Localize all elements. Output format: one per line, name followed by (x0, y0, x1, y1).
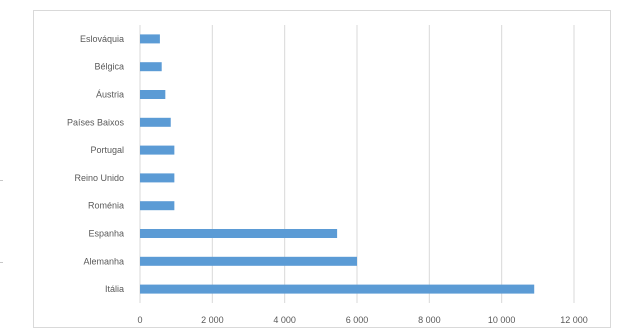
category-label: Eslováquia (80, 34, 124, 44)
bar (140, 117, 171, 127)
x-tick-label: 6 000 (346, 315, 369, 325)
bar (140, 34, 160, 44)
category-label: Itália (105, 284, 124, 294)
x-tick-label: 4 000 (273, 315, 296, 325)
x-tick-label: 12 000 (560, 315, 588, 325)
category-label: Portugal (90, 145, 124, 155)
bar (140, 229, 338, 238)
bar (140, 90, 166, 99)
category-label: Roménia (88, 201, 124, 211)
x-tick-label: 8 000 (418, 315, 441, 325)
category-label: Áustria (96, 90, 124, 100)
category-label: Espanha (88, 229, 124, 239)
chart-area: Itália Alemanha Espanha Roménia Reino Unido P… (33, 10, 611, 328)
x-tick-label: 0 (137, 315, 142, 325)
bars (140, 34, 535, 294)
bar (140, 62, 162, 72)
bar (140, 145, 175, 155)
bar (140, 256, 357, 266)
bar (140, 201, 175, 211)
category-label: Reino Unido (74, 173, 124, 183)
gridlines (139, 25, 575, 303)
left-edge-mark-lower (0, 262, 3, 263)
left-edge-mark-upper (0, 180, 3, 181)
category-label: Países Baixos (67, 117, 125, 127)
category-label: Bélgica (94, 62, 124, 72)
x-tick-labels: 0 2 000 4 000 6 000 8 000 10 000 12 000 (137, 315, 587, 325)
x-tick-label: 10 000 (488, 315, 516, 325)
category-labels: Itália Alemanha Espanha Roménia Reino Unido P… (67, 34, 125, 294)
bar (140, 284, 535, 294)
x-tick-label: 2 000 (201, 315, 224, 325)
category-label: Alemanha (83, 256, 124, 266)
bar (140, 173, 175, 183)
bar-chart: Itália Alemanha Espanha Roménia Reino Unido P… (67, 25, 588, 325)
